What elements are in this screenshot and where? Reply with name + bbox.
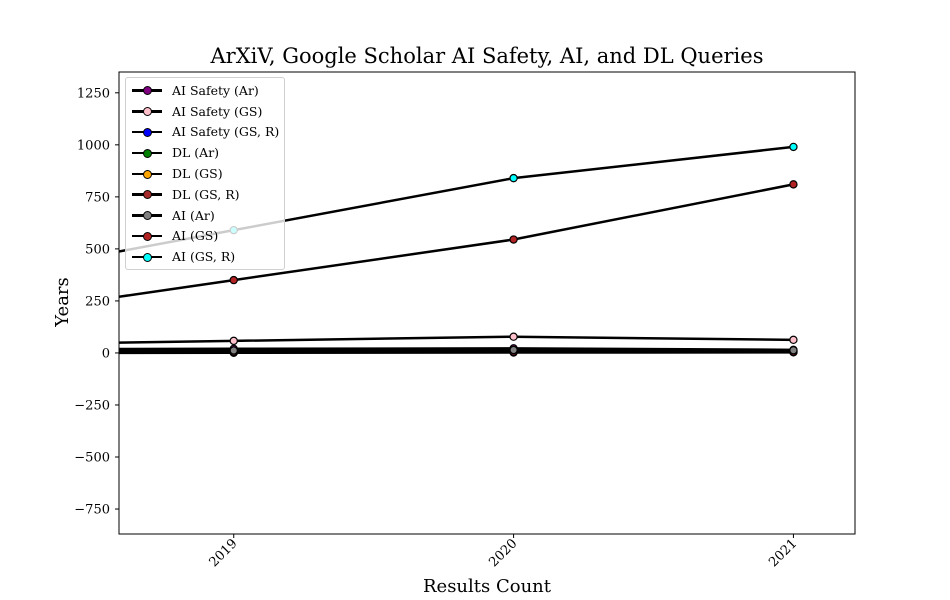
legend-label: DL (Ar) (172, 145, 220, 161)
data-point (789, 346, 798, 355)
x-tick-label: 2020 (486, 536, 520, 570)
legend-swatch (130, 104, 164, 118)
legend-item: DL (GS) (130, 163, 280, 184)
series-layer (119, 145, 794, 355)
data-point (229, 275, 238, 285)
legend-swatch (130, 229, 164, 243)
y-tick-label: 1250 (77, 86, 110, 101)
y-tick-label: 250 (85, 294, 110, 309)
legend-item: AI (GS) (130, 226, 280, 247)
legend-label: AI (GS, R) (172, 249, 236, 265)
legend-label: DL (GS, R) (172, 186, 240, 202)
data-point (509, 173, 518, 183)
x-axis-label: Results Count (423, 576, 552, 597)
y-tick-label: −500 (74, 451, 110, 466)
legend-item: AI Safety (GS, R) (130, 122, 280, 143)
x-ticks: 2019 2020 2021 (207, 534, 800, 570)
data-point (789, 335, 798, 345)
data-point (789, 142, 798, 152)
legend: AI Safety (Ar) AI Safety (GS) AI Safety (G… (125, 77, 285, 271)
legend-item: DL (GS, R) (130, 184, 280, 205)
y-tick-label: 1000 (77, 138, 110, 153)
series-line (119, 348, 794, 352)
data-point (229, 346, 238, 355)
legend-label: DL (GS) (172, 166, 223, 182)
series-line (119, 335, 794, 344)
legend-label: AI Safety (GS) (172, 103, 263, 119)
plot-frame (118, 71, 856, 535)
y-tick-label: 750 (85, 190, 110, 205)
legend-swatch (130, 83, 164, 97)
y-ticks: −750 −500 −250 0 250 500 750 1000 1250 (74, 86, 119, 518)
legend-swatch (130, 167, 164, 181)
legend-item: AI Safety (Ar) (130, 80, 280, 101)
legend-item: AI Safety (GS) (130, 101, 280, 122)
legend-label: AI Safety (GS, R) (172, 124, 280, 140)
y-axis-label: Years (52, 277, 73, 328)
series-line (119, 183, 794, 299)
legend-item: AI (GS, R) (130, 246, 280, 267)
legend-label: AI Safety (Ar) (172, 82, 259, 98)
data-point (509, 345, 518, 355)
legend-label: AI (Ar) (172, 207, 215, 223)
legend-label: AI (GS) (172, 228, 219, 244)
x-tick-label: 2019 (207, 536, 241, 570)
legend-swatch (130, 250, 164, 264)
marker-layer (229, 142, 798, 357)
y-tick-label: 500 (85, 242, 110, 257)
legend-swatch (130, 187, 164, 201)
data-point (789, 180, 798, 189)
legend-item: AI (Ar) (130, 205, 280, 226)
chart-title: ArXiV, Google Scholar AI Safety, AI, and… (210, 44, 764, 68)
legend-swatch (130, 125, 164, 139)
x-tick-label: 2021 (766, 536, 800, 570)
data-point (509, 332, 518, 341)
y-tick-label: −250 (74, 398, 110, 413)
data-point (509, 235, 518, 244)
legend-item: DL (Ar) (130, 142, 280, 163)
y-tick-label: −750 (74, 503, 110, 518)
legend-swatch (130, 208, 164, 222)
legend-swatch (130, 146, 164, 160)
y-tick-label: 0 (102, 346, 110, 361)
data-point (229, 336, 238, 346)
